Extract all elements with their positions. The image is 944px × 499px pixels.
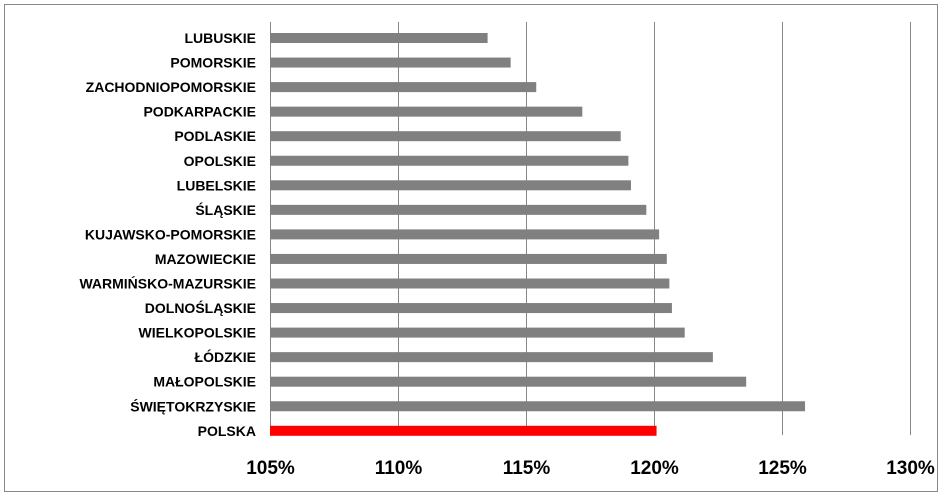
category-labels: LUBUSKIE POMORSKIE ZACHODNIOPOMORSKIE PODKA… [79,30,256,439]
bar [270,279,669,289]
category-label: ŚWIĘTOKRZYSKIE [130,397,256,414]
category-label: WIELKOPOLSKIE [139,325,256,341]
category-label: DOLNOŚLĄSKIE [145,299,256,316]
bars [270,33,805,436]
x-tick-label: 120% [630,458,679,479]
category-label: ZACHODNIOPOMORSKIE [86,79,256,95]
bar [270,377,746,387]
x-tick-label: 110% [375,458,423,479]
category-label: POLSKA [198,423,256,439]
category-label: LUBUSKIE [184,30,256,46]
bar [270,352,713,362]
category-label: WARMIŃSKO-MAZURSKIE [79,276,256,292]
bar [270,33,488,43]
bar [270,254,667,264]
category-label: POMORSKIE [170,55,256,71]
bar-highlight [270,426,657,436]
x-tick-label: 125% [758,458,807,479]
bar [270,107,582,117]
category-label: MAZOWIECKIE [155,251,256,267]
category-label: ŚLĄSKIE [195,201,256,218]
category-label: MAŁOPOLSKIE [153,374,256,390]
category-label: KUJAWSKO-POMORSKIE [85,226,256,242]
bar [270,229,659,239]
category-label: OPOLSKIE [184,153,256,169]
x-tick-label: 105% [246,458,295,479]
x-tick-label: 130% [886,458,935,479]
category-label: LUBELSKIE [177,177,256,193]
category-label: PODKARPACKIE [143,104,256,120]
x-tick-labels: 105% 110% 115% 120% 125% 130% [246,458,935,479]
bar [270,58,511,68]
category-label: PODLASKIE [174,128,256,144]
bar [270,303,672,313]
bar [270,401,805,411]
bar [270,82,536,92]
bar [270,156,628,166]
bar [270,131,621,141]
bar [270,328,685,338]
bar [270,180,631,190]
category-label: ŁÓDZKIE [195,348,256,365]
bar [270,205,646,215]
x-tick-label: 115% [503,458,551,479]
